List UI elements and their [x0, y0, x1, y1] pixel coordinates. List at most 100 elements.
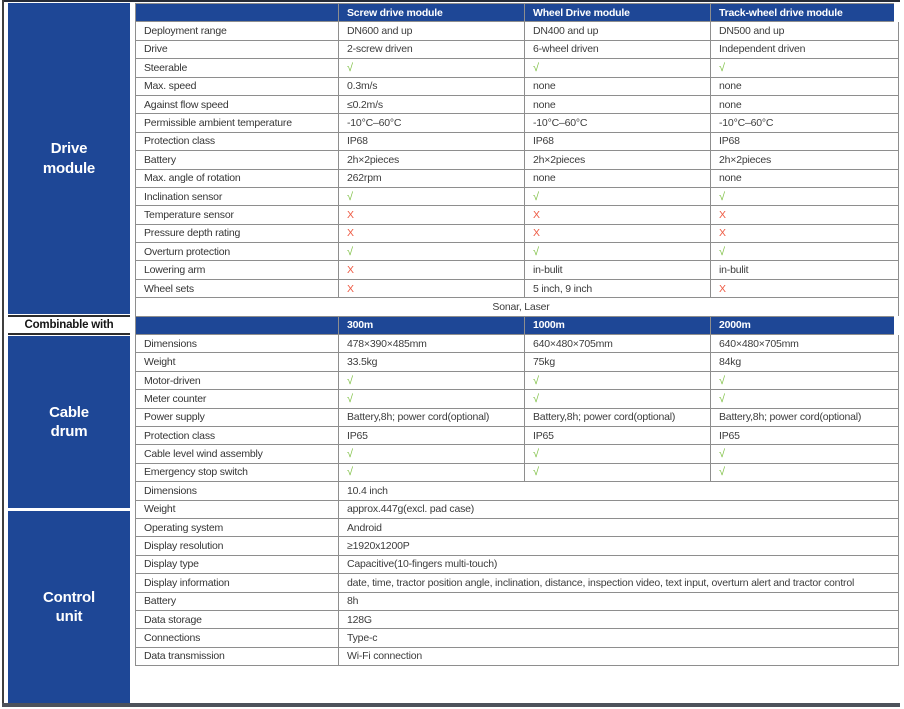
spec-value-cell: 640×480×705mm — [524, 334, 711, 354]
spec-table: Screw drive module Wheel Drive module Tr… — [135, 2, 904, 667]
spec-value-cell: IP68 — [710, 131, 899, 152]
spec-value-cell: √ — [338, 186, 525, 207]
cable-drum-title-line1: Cable — [49, 403, 89, 421]
spec-row-label: Dimensions — [135, 481, 339, 501]
spec-value-cell: 2-screw driven — [338, 39, 525, 60]
spec-value-cell: √ — [524, 58, 711, 78]
spec-value-cell: Battery,8h; power cord(optional) — [524, 407, 711, 427]
spec-value-cell: 262rpm — [338, 168, 525, 188]
spec-value-cell: 5 inch, 9 inch — [524, 278, 711, 299]
spec-value-cell: date, time, tractor position angle, incl… — [338, 573, 899, 593]
spec-row: Connections Type-c — [135, 628, 899, 648]
spec-value-cell: 640×480×705mm — [710, 334, 899, 354]
cross-icon: X — [719, 227, 726, 240]
spec-row-label: Against flow speed — [135, 94, 339, 115]
check-icon: √ — [533, 374, 539, 387]
spec-row: Protection class IP65 IP65 IP65 — [135, 425, 899, 446]
check-icon: √ — [533, 61, 539, 74]
spec-value-cell: 8h — [338, 591, 899, 611]
check-icon: √ — [719, 245, 725, 258]
combinable-with-row: Sonar, Laser — [135, 297, 899, 317]
spec-value-cell: X — [710, 205, 899, 225]
spec-row-label: Drive — [135, 39, 339, 60]
check-icon: √ — [533, 466, 539, 479]
table-top-border — [2, 0, 900, 2]
column-header-screw-drive: Screw drive module — [338, 2, 525, 23]
column-header-wheel-drive: Wheel Drive module — [524, 2, 711, 23]
spec-row-label: Deployment range — [135, 21, 339, 41]
control-unit-rows: Dimensions 10.4 inch Weight approx.447g(exc… — [135, 481, 899, 667]
spec-value-cell: X — [524, 205, 711, 225]
spec-value-cell: Type-c — [338, 628, 899, 648]
check-icon: √ — [719, 466, 725, 479]
combinable-with-value: Sonar, Laser — [135, 297, 899, 317]
spec-value-cell: √ — [524, 370, 711, 391]
spec-row: Data transmission Wi-Fi connection — [135, 646, 899, 667]
spec-row: Display resolution ≥1920x1200P — [135, 536, 899, 556]
spec-value-cell: √ — [524, 462, 711, 483]
spec-value-cell: X — [338, 260, 525, 280]
cross-icon: X — [719, 208, 726, 221]
spec-value-cell: √ — [524, 444, 711, 464]
spec-value-cell: √ — [710, 389, 899, 409]
control-unit-title-line2: unit — [55, 608, 83, 625]
spec-value-cell: 10.4 inch — [338, 481, 899, 501]
spec-value-cell: Android — [338, 517, 899, 538]
spec-value-cell: -10°C–60°C — [338, 113, 525, 133]
spec-value-cell: none — [710, 94, 899, 115]
check-icon: √ — [719, 448, 725, 461]
spec-row: Overturn protection √ √ √ — [135, 242, 899, 262]
spec-row-label: Cable level wind assembly — [135, 444, 339, 464]
spec-value-cell: none — [524, 168, 711, 188]
spec-value-cell: X — [338, 223, 525, 244]
cable-header-blank-cell — [135, 315, 339, 336]
column-header-track-wheel-drive: Track-wheel drive module — [710, 2, 904, 23]
spec-row: Wheel sets X 5 inch, 9 inch X — [135, 278, 899, 299]
spec-row: Deployment range DN600 and up DN400 and up… — [135, 21, 899, 41]
spec-value-cell: 2h×2pieces — [710, 150, 899, 170]
spec-value-cell: √ — [338, 444, 525, 464]
spec-row-label: Protection class — [135, 131, 339, 152]
spec-row: Against flow speed ≤0.2m/s none none — [135, 94, 899, 115]
spec-row-label: Pressure depth rating — [135, 223, 339, 244]
section-title-control-unit: Control unit — [8, 511, 130, 703]
spec-value-cell: Capacitive(10-fingers multi-touch) — [338, 554, 899, 575]
spec-row: Operating system Android — [135, 517, 899, 538]
check-icon: √ — [347, 61, 353, 74]
spec-row-label: Weight — [135, 352, 339, 372]
spec-value-cell: √ — [338, 370, 525, 391]
spec-value-cell: IP68 — [338, 131, 525, 152]
spec-value-cell: √ — [710, 462, 899, 483]
spec-value-cell: √ — [338, 58, 525, 78]
spec-row: Weight approx.447g(excl. pad case) — [135, 499, 899, 519]
check-icon: √ — [719, 61, 725, 74]
spec-row: Drive 2-screw driven 6-wheel driven Indepen… — [135, 39, 899, 60]
spec-row: Motor-driven √ √ √ — [135, 370, 899, 391]
cross-icon: X — [347, 227, 354, 240]
cross-icon: X — [347, 208, 354, 221]
spec-row-label: Connections — [135, 628, 339, 648]
spec-value-cell: √ — [710, 186, 899, 207]
spec-value-cell: Independent driven — [710, 39, 899, 60]
spec-value-cell: IP65 — [524, 425, 711, 446]
control-unit-title-line1: Control — [43, 588, 95, 606]
check-icon: √ — [347, 392, 353, 405]
column-header-300m: 300m — [338, 315, 525, 336]
drive-module-header-row: Screw drive module Wheel Drive module Tr… — [135, 2, 904, 23]
spec-value-cell: ≥1920x1200P — [338, 536, 899, 556]
spec-row-label: Data storage — [135, 609, 339, 630]
spec-row: Power supply Battery,8h; power cord(optio… — [135, 407, 899, 427]
spec-value-cell: √ — [338, 462, 525, 483]
spec-row: Display information date, time, tractor p… — [135, 573, 899, 593]
spec-row-label: Power supply — [135, 407, 339, 427]
spec-value-cell: none — [710, 168, 899, 188]
check-icon: √ — [347, 466, 353, 479]
spec-value-cell: √ — [710, 242, 899, 262]
cross-icon: X — [533, 227, 540, 240]
spec-row-label: Battery — [135, 150, 339, 170]
spec-value-cell: X — [710, 278, 899, 299]
spec-value-cell: √ — [338, 389, 525, 409]
spec-row: Cable level wind assembly √ √ √ — [135, 444, 899, 464]
spec-value-cell: IP65 — [338, 425, 525, 446]
spec-row-label: Dimensions — [135, 334, 339, 354]
